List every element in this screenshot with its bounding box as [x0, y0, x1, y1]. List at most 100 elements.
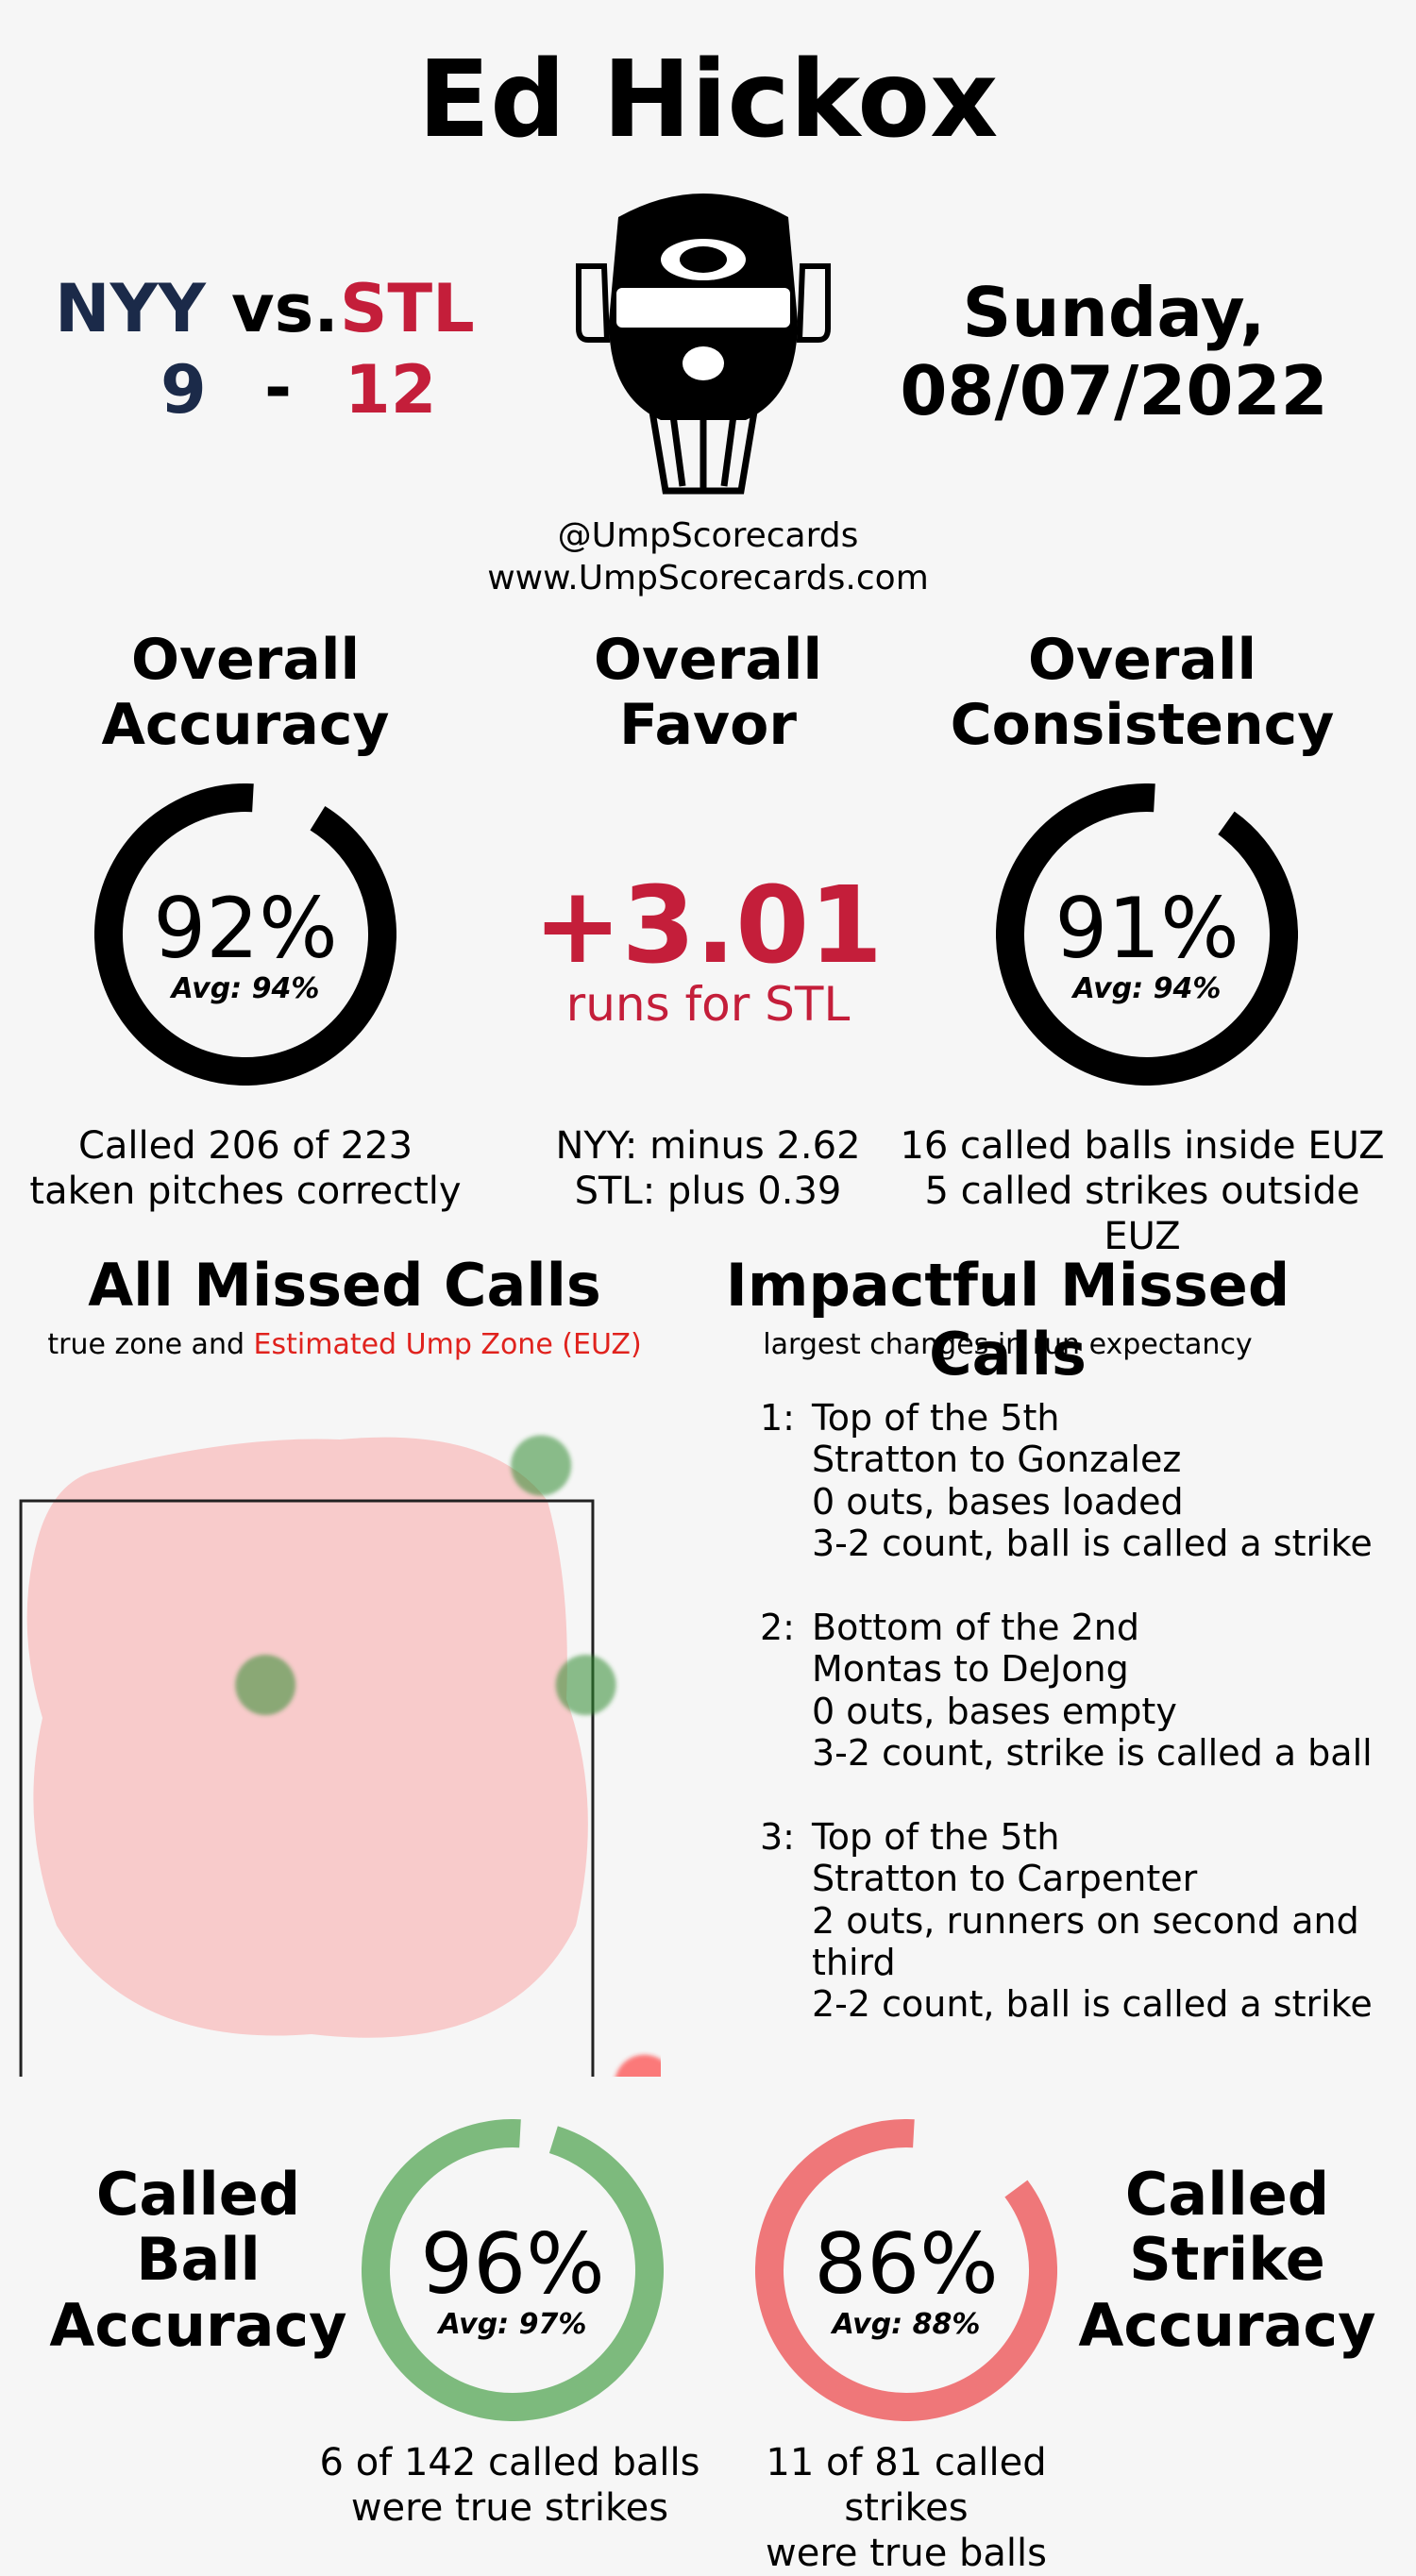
missed-calls-subtitle: true zone and Estimated Ump Zone (EUZ): [0, 1328, 689, 1361]
ball-accuracy-ring: [362, 2119, 664, 2421]
ball-accuracy-label: Called Ball Accuracy: [19, 2160, 378, 2360]
favor-value: +3.01: [532, 865, 884, 987]
day-label: Sunday,: [962, 273, 1266, 352]
favor-title-line2: Favor: [619, 692, 797, 758]
home-team: STL: [340, 270, 475, 347]
missed-sub-euz: Estimated Ump Zone (EUZ): [253, 1328, 642, 1361]
missed-call-dot: [615, 2054, 661, 2077]
umpire-mask-icon: [562, 179, 845, 510]
matchup: NYY vs. STL 9 - 12: [38, 274, 491, 444]
impact-item: 3: Top of the 5th Stratton to Carpenter …: [760, 1816, 1411, 2026]
score-dash: -: [264, 349, 293, 427]
strike-accuracy-ring: [755, 2119, 1057, 2421]
umpire-name: Ed Hickox: [417, 39, 999, 161]
vs-label: vs.: [231, 270, 339, 347]
consistency-value: 91%: [1054, 880, 1239, 977]
impact-line: Montas to DeJong: [812, 1648, 1129, 1691]
ball-label-line3: Accuracy: [49, 2290, 347, 2360]
consistency-note-line2: 5 called strikes outside EUZ: [924, 1170, 1360, 1258]
impact-line: 0 outs, bases empty: [812, 1690, 1177, 1732]
away-score: 9: [160, 351, 207, 429]
impact-line: Top of the 5th: [812, 1397, 1060, 1439]
impact-num: 2:: [760, 1606, 795, 1648]
accuracy-ring: [94, 783, 396, 1086]
accuracy-note-line1: Called 206 of 223: [77, 1124, 413, 1168]
ball-accuracy-value: 96%: [420, 2215, 605, 2313]
date-label: 08/07/2022: [900, 350, 1328, 430]
missed-call-point: [511, 1435, 572, 1496]
accuracy-title-line1: Overall: [130, 627, 361, 693]
impact-num: 3:: [760, 1815, 795, 1858]
euz-region: [26, 1437, 588, 2038]
credits: @UmpScorecards www.UmpScorecards.com: [425, 514, 991, 599]
home-score: 12: [345, 351, 437, 429]
game-date: Sunday, 08/07/2022: [887, 274, 1340, 430]
strike-note-line1: 11 of 81 called strikes: [766, 2441, 1047, 2530]
strike-label-line1: Called: [1124, 2160, 1330, 2229]
favor-title-line1: Overall: [593, 627, 823, 693]
impact-line: Stratton to Carpenter: [812, 1858, 1198, 1900]
ball-accuracy-note: 6 of 142 called balls were true strikes: [302, 2440, 717, 2531]
consistency-avg: Avg: 94%: [1072, 972, 1222, 1005]
favor-note: NYY: minus 2.62 STL: plus 0.39: [481, 1123, 935, 1214]
missed-sub-plain: true zone and: [47, 1328, 254, 1361]
away-team: NYY: [55, 270, 206, 347]
missed-call-dot: [555, 1655, 616, 1715]
missed-call-dot: [235, 1655, 296, 1715]
missed-call-dot: [511, 1435, 572, 1496]
impact-line: 2 outs, runners on second and third: [812, 1899, 1359, 1983]
strike-accuracy-note: 11 of 81 called strikes were true balls: [699, 2440, 1114, 2576]
impact-line: 0 outs, bases loaded: [812, 1480, 1184, 1523]
impact-line: Top of the 5th: [812, 1815, 1060, 1858]
ball-note-line1: 6 of 142 called balls: [319, 2441, 700, 2484]
strike-label-line2: Strike: [1129, 2225, 1325, 2295]
accuracy-note-line2: taken pitches correctly: [29, 1170, 462, 1213]
twitter-handle: @UmpScorecards: [557, 516, 859, 555]
impact-line: Stratton to Gonzalez: [812, 1439, 1182, 1481]
consistency-note: 16 called balls inside EUZ 5 called stri…: [897, 1123, 1388, 1259]
impact-list: 1: Top of the 5th Stratton to Gonzalez 0…: [760, 1397, 1411, 2067]
missed-calls-title: All Missed Calls: [88, 1251, 601, 1320]
strike-accuracy-avg: Avg: 88%: [832, 2308, 981, 2341]
consistency-title-line1: Overall: [1027, 627, 1257, 693]
ball-accuracy-ring-arc: [362, 2119, 664, 2421]
impact-line: 2-2 count, ball is called a strike: [812, 1983, 1373, 2026]
favor-title: Overall Favor: [481, 628, 935, 758]
accuracy-value: 92%: [153, 880, 338, 977]
accuracy-note: Called 206 of 223 taken pitches correctl…: [19, 1123, 472, 1214]
strike-zone: [19, 1499, 595, 2077]
accuracy-avg: Avg: 94%: [171, 972, 320, 1005]
impact-line: 3-2 count, strike is called a ball: [812, 1732, 1373, 1775]
impact-line: Bottom of the 2nd: [812, 1606, 1139, 1648]
impact-item: 2: Bottom of the 2nd Montas to DeJong 0 …: [760, 1607, 1411, 1775]
strike-accuracy-value: 86%: [814, 2215, 999, 2313]
missed-call-point: [555, 1655, 616, 1715]
accuracy-title: Overall Accuracy: [19, 628, 472, 758]
impact-item: 1: Top of the 5th Stratton to Gonzalez 0…: [760, 1397, 1411, 1565]
favor-sub: runs for STL: [565, 977, 851, 1032]
ball-note-line2: were true strikes: [350, 2486, 669, 2530]
missed-calls-plot: 132: [19, 1435, 661, 2077]
impact-line: 3-2 count, ball is called a strike: [812, 1523, 1373, 1565]
favor-note-line1: NYY: minus 2.62: [555, 1124, 861, 1168]
consistency-note-line1: 16 called balls inside EUZ: [900, 1124, 1385, 1168]
impact-title: Impactful Missed Calls: [725, 1251, 1290, 1389]
favor-note-line2: STL: plus 0.39: [574, 1170, 842, 1213]
strike-accuracy-ring-arc: [755, 2119, 1057, 2421]
accuracy-ring-arc: [94, 783, 396, 1086]
ball-label-line2: Ball: [136, 2225, 261, 2295]
consistency-title: Overall Consistency: [906, 628, 1378, 758]
ball-accuracy-avg: Avg: 97%: [438, 2308, 587, 2341]
website: www.UmpScorecards.com: [487, 559, 929, 598]
consistency-ring: [996, 783, 1298, 1086]
strike-label-line3: Accuracy: [1078, 2290, 1376, 2360]
impact-subtitle: largest changes in run expectancy: [763, 1328, 1253, 1361]
consistency-title-line2: Consistency: [950, 692, 1335, 758]
accuracy-title-line2: Accuracy: [101, 692, 390, 758]
missed-call-point: [235, 1655, 296, 1715]
strike-accuracy-label: Called Strike Accuracy: [1048, 2160, 1407, 2360]
impact-num: 1:: [760, 1397, 795, 1439]
strike-note-line2: were true balls: [766, 2532, 1047, 2575]
missed-call-point: [615, 2054, 661, 2077]
ball-label-line1: Called: [95, 2160, 301, 2229]
